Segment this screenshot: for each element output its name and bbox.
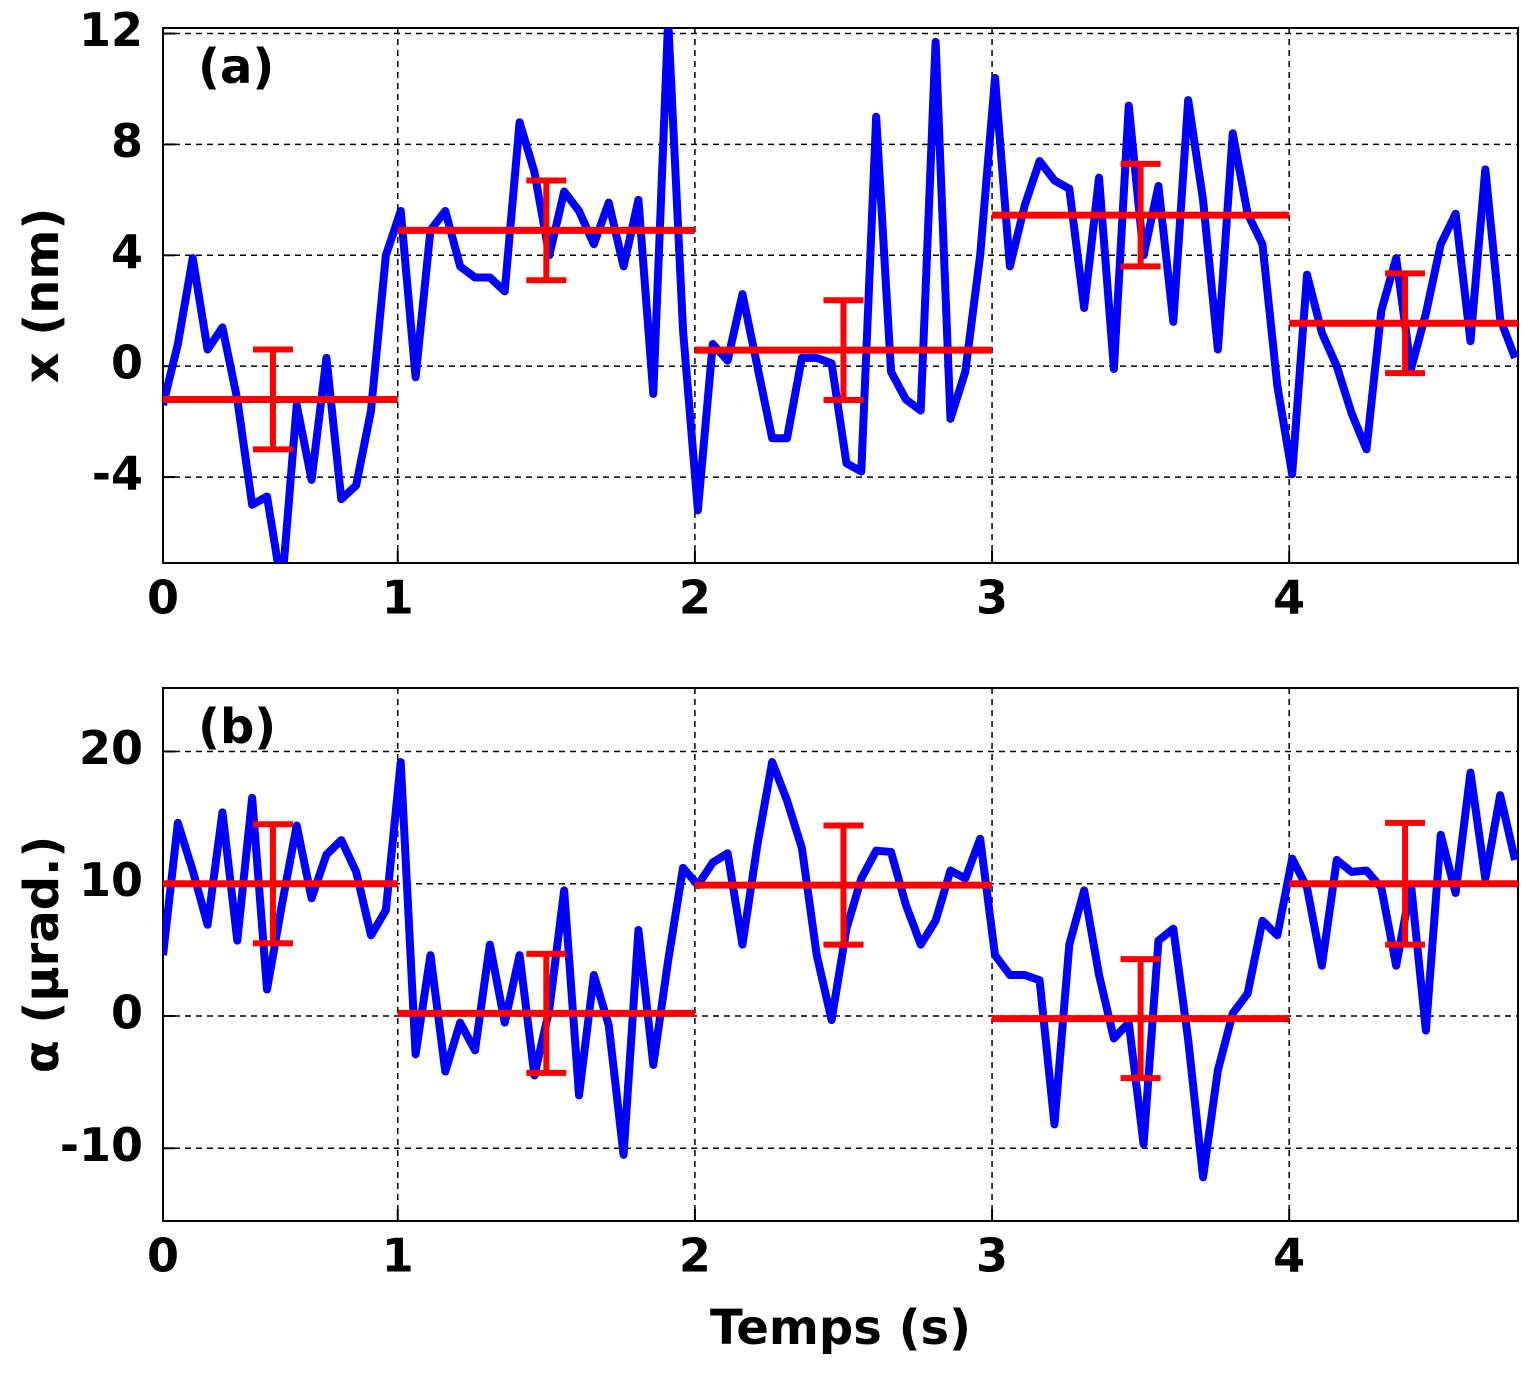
y-tick-label: 10 [79, 853, 143, 907]
y-tick-label: 4 [111, 225, 143, 279]
error-bar [526, 177, 567, 284]
error-bar [526, 950, 567, 1076]
y-tick-label: -4 [92, 447, 143, 501]
x-tick-label: 0 [147, 1229, 179, 1283]
x-tick-label: 4 [1273, 1229, 1305, 1283]
error-bar [1120, 160, 1161, 270]
y-tick-label: 12 [79, 3, 143, 57]
data-line [163, 28, 1518, 563]
panel-label: (b) [198, 699, 276, 755]
y-tick-label: 20 [79, 721, 143, 775]
x-tick-label: 3 [976, 1229, 1008, 1283]
error-bar [252, 346, 293, 453]
x-tick-label: 2 [679, 1229, 711, 1283]
plot-area [163, 28, 1518, 563]
error-bar [252, 821, 293, 947]
y-tick-label: 8 [111, 114, 143, 168]
error-bar [823, 822, 864, 948]
panel: -10 0 10 20 0 1 2 3 4 (b) α (μrad.) Temps (s) [14, 687, 1519, 1356]
plot-area [163, 758, 1518, 1182]
x-tick-label: 1 [382, 1229, 414, 1283]
error-bar [1385, 819, 1426, 948]
plot-frame [162, 27, 1519, 564]
error-bar [1120, 956, 1161, 1082]
panel-label: (a) [198, 39, 274, 95]
y-tick-label: 0 [111, 336, 143, 390]
error-bar [1385, 270, 1426, 377]
x-tick-label: 4 [1273, 571, 1305, 625]
y-tick-label: -10 [60, 1118, 143, 1172]
x-tick-label: 0 [147, 571, 179, 625]
y-axis-label: α (μrad.) [14, 836, 70, 1074]
x-tick-label: 2 [679, 571, 711, 625]
x-tick-label: 1 [382, 571, 414, 625]
x-axis-label: Temps (s) [710, 1300, 971, 1356]
x-tick-label: 3 [976, 571, 1008, 625]
error-bar [823, 297, 864, 404]
y-axis-label: x (nm) [14, 208, 70, 384]
y-tick-label: 0 [111, 986, 143, 1040]
